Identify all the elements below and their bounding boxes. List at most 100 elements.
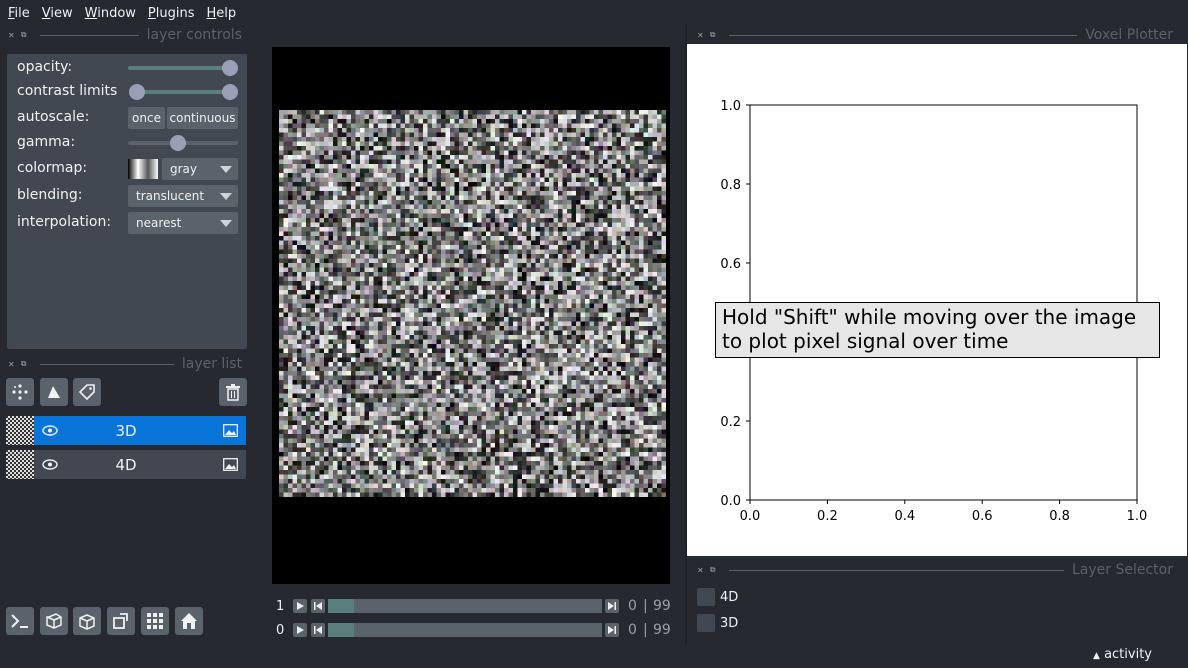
dock-float-icon[interactable]: ⧉ [20, 359, 27, 368]
dock-float-icon[interactable]: ⧉ [709, 565, 716, 574]
layer-checkbox[interactable] [697, 614, 715, 632]
layer-row-selection [34, 416, 246, 445]
menu-view[interactable]: View [41, 5, 73, 21]
layer-row-4d[interactable]: 4D [6, 450, 246, 479]
dim-slider-track[interactable] [328, 599, 602, 613]
colormap-combo[interactable]: gray [162, 158, 238, 180]
layer-controls-dock-title: ✕ ⧉ layer controls [8, 26, 242, 44]
autoscale-continuous-button[interactable]: continuous [167, 107, 238, 129]
dim-current-value[interactable]: 0 [628, 598, 637, 614]
new-labels-layer-button[interactable] [73, 378, 101, 406]
trash-icon [226, 384, 240, 401]
step-forward-icon [608, 626, 616, 634]
label-tag-icon [78, 384, 95, 401]
console-button[interactable] [6, 607, 34, 635]
autoscale-once-button[interactable]: once [128, 107, 165, 129]
layer-controls-panel: opacity: contrast limits autoscale: once… [7, 54, 247, 349]
layer-selector-item-3d[interactable]: 3D [697, 614, 738, 632]
layer-row-background [34, 450, 246, 479]
opacity-label: opacity: [17, 59, 73, 75]
plot-instruction-line1: Hold "Shift" while moving over the image [722, 305, 1137, 329]
dim-slider-handle[interactable] [328, 623, 354, 637]
dim-axis-label: 1 [276, 598, 285, 614]
y-tick-label: 0.0 [720, 494, 741, 509]
layer-name-3d[interactable]: 3D [115, 421, 137, 440]
eye-icon[interactable] [42, 459, 58, 470]
voxel-plotter-title: Voxel Plotter [1085, 27, 1173, 43]
home-reset-view-button[interactable] [175, 607, 203, 635]
dock-close-icon[interactable]: ✕ [697, 30, 704, 40]
dim-max-value: 99 [653, 598, 671, 614]
transpose-dims-button[interactable] [107, 607, 135, 635]
contrast-max-handle[interactable] [222, 84, 238, 100]
layer-thumbnail [6, 450, 34, 479]
layer-checkbox[interactable] [697, 588, 715, 606]
dim-current-value[interactable]: 0 [628, 622, 637, 638]
play-button[interactable] [293, 599, 307, 613]
layer-selector-dock-title: ✕ ⧉ Layer Selector [697, 561, 1173, 579]
dim-separator: | [643, 622, 648, 638]
dim-slider-row-1: 1 0 | 99 [272, 596, 671, 616]
new-points-layer-button[interactable] [6, 378, 34, 406]
activity-toggle[interactable]: ▲ activity [1093, 647, 1152, 662]
grid-icon [147, 613, 163, 629]
dock-close-icon[interactable]: ✕ [8, 30, 15, 40]
voxel-plot-chart[interactable]: 0.00.20.40.60.81.00.00.20.40.60.81.0 [687, 44, 1187, 556]
dim-slider-track[interactable] [328, 623, 602, 637]
blending-combo[interactable]: translucent [128, 185, 238, 207]
menu-file[interactable]: File [8, 5, 30, 21]
contrast-limits-label: contrast limits [17, 83, 118, 99]
menu-plugins[interactable]: Plugins [147, 5, 195, 21]
dim-separator: | [643, 598, 648, 614]
layer-selector-item-4d[interactable]: 4D [697, 588, 738, 606]
dim-axis-label: 0 [276, 622, 285, 638]
roll-dims-icon [79, 614, 95, 630]
opacity-slider-handle[interactable] [222, 60, 238, 76]
step-back-button[interactable] [311, 599, 325, 613]
dock-float-icon[interactable]: ⧉ [709, 30, 716, 39]
y-tick-label: 0.8 [720, 178, 741, 193]
dim-slider-handle[interactable] [328, 599, 354, 613]
layer-name-4d[interactable]: 4D [115, 455, 137, 474]
colormap-label: colormap: [17, 160, 88, 176]
grid-view-button[interactable] [141, 607, 169, 635]
opacity-slider-track[interactable] [128, 66, 238, 70]
menu-window[interactable]: Window [84, 5, 136, 21]
activity-label: activity [1104, 647, 1152, 662]
layer-list-dock-title: ✕ ⧉ layer list [8, 355, 242, 373]
dock-close-icon[interactable]: ✕ [697, 565, 704, 575]
dock-title-rule [729, 34, 1078, 36]
dock-separator[interactable] [685, 24, 687, 644]
eye-icon[interactable] [42, 425, 58, 436]
interpolation-combo[interactable]: nearest [128, 212, 238, 234]
y-tick-label: 0.6 [720, 257, 741, 272]
step-forward-button[interactable] [605, 599, 619, 613]
dim-max-value: 99 [653, 622, 671, 638]
voxel-plot-area[interactable]: 0.00.20.40.60.81.00.00.20.40.60.81.0 [687, 44, 1187, 556]
image-noise-display[interactable] [279, 110, 666, 497]
toggle-ndisplay-button[interactable] [40, 607, 68, 635]
menu-help[interactable]: Help [206, 5, 237, 21]
step-forward-button[interactable] [605, 623, 619, 637]
delete-layer-button[interactable] [219, 378, 247, 406]
new-shapes-layer-button[interactable] [40, 378, 68, 406]
gamma-slider-handle[interactable] [170, 135, 186, 151]
contrast-min-handle[interactable] [129, 84, 145, 100]
roll-dims-button[interactable] [73, 607, 101, 635]
dock-float-icon[interactable]: ⧉ [20, 30, 27, 39]
step-back-button[interactable] [311, 623, 325, 637]
dock-title-rule [40, 34, 139, 36]
step-back-icon [314, 626, 322, 634]
x-tick-label: 0.4 [894, 509, 915, 524]
dock-close-icon[interactable]: ✕ [8, 359, 15, 369]
x-tick-label: 0.8 [1049, 509, 1070, 524]
shapes-icon [48, 386, 60, 398]
chevron-down-icon [220, 166, 232, 173]
contrast-slider-track[interactable] [137, 90, 232, 94]
layer-row-3d[interactable]: 3D [6, 416, 246, 445]
colormap-preview [128, 159, 158, 179]
interpolation-value: nearest [136, 216, 182, 230]
plot-instruction-line2: to plot pixel signal over time [722, 329, 1009, 353]
play-button[interactable] [293, 623, 307, 637]
blending-label: blending: [17, 187, 83, 203]
